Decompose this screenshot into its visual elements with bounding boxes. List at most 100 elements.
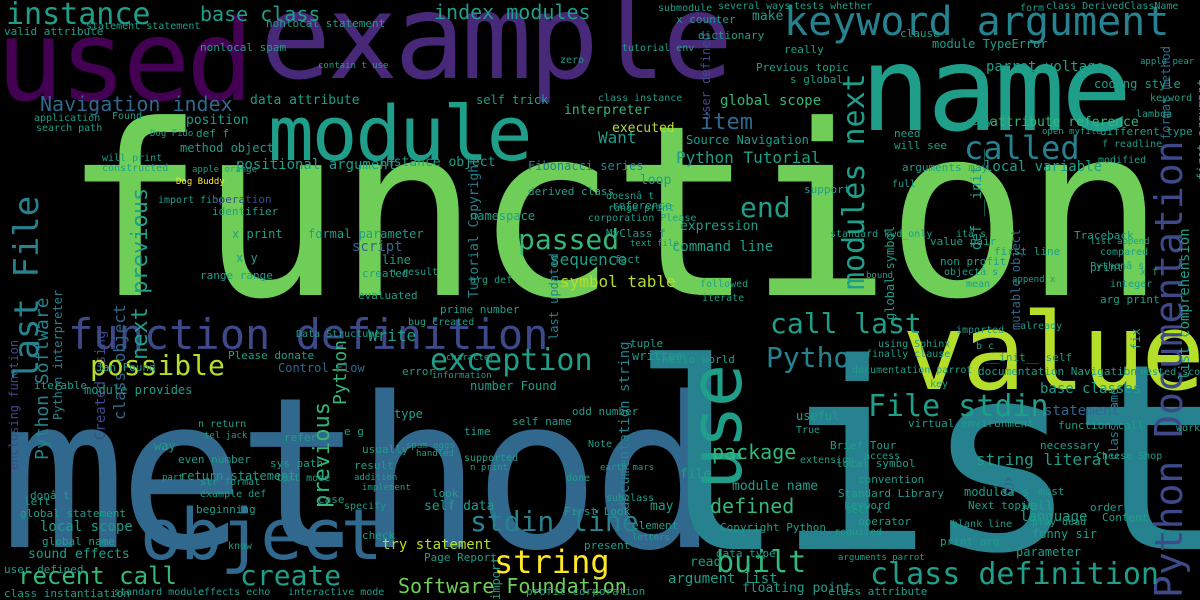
- word-modules-next: modules next: [837, 73, 872, 290]
- word-global-statement: global statement: [20, 507, 126, 520]
- word-case: case: [318, 493, 345, 506]
- word-must: must: [1038, 485, 1065, 498]
- word-type: type: [394, 407, 423, 421]
- word-range-print: range print: [608, 203, 675, 214]
- word-prime-number: prime number: [440, 303, 520, 316]
- word-character: character: [446, 353, 495, 363]
- word-modified: modified: [1098, 155, 1147, 166]
- word-content: Content: [1102, 511, 1149, 524]
- word-local-scope: local scope: [40, 519, 133, 535]
- word-base-classes: base classes: [1040, 381, 1142, 397]
- word-text-file: text file: [630, 239, 679, 249]
- word-return-statement: return statement: [180, 469, 296, 483]
- word-called: called: [964, 129, 1080, 167]
- word-several-ways: several ways: [718, 1, 791, 12]
- word-built: built: [716, 545, 807, 580]
- word-interpreter: interpreter: [564, 103, 651, 118]
- word-parameter: parameter: [1016, 545, 1082, 559]
- word-list-append: list append: [1090, 237, 1150, 247]
- word-string: string: [494, 543, 610, 581]
- word-sys-path: sys path: [270, 457, 323, 470]
- word-arguments-parrot: arguments parrot: [838, 553, 925, 563]
- word-command-line: command line: [672, 239, 774, 255]
- word-executed: executed: [612, 121, 675, 136]
- word-earth-mars: earth mars: [600, 463, 655, 473]
- word-error: error: [402, 365, 436, 378]
- word-method-object: method object: [180, 141, 274, 155]
- word-defined: defined: [710, 494, 795, 518]
- word-line: line: [382, 253, 411, 267]
- word-tel-jack: tel jack: [204, 431, 248, 441]
- word-a-hat: â: [1002, 476, 1016, 501]
- word-convention: convention: [858, 473, 925, 486]
- word-information: information: [432, 371, 492, 381]
- word-call-last: call last: [770, 307, 922, 340]
- word-range-range: range range: [200, 269, 273, 282]
- word-try-statement: try statement: [382, 537, 492, 553]
- word-support: support: [804, 183, 851, 196]
- word-will-see: will see: [894, 139, 947, 152]
- word-submodule: submodule: [658, 3, 713, 14]
- word-arg-def: arg def: [470, 275, 513, 286]
- word-attribute-reference: attribute reference: [990, 115, 1139, 130]
- word-bound: bound: [866, 271, 894, 281]
- word-tests-whether: tests whether: [794, 1, 873, 12]
- word-access: access: [864, 451, 901, 462]
- word-tutorial-env: tutorial env: [622, 43, 695, 54]
- word-documentation-parrot: documentation parrot: [852, 365, 973, 376]
- word-data-attribute: data attribute: [250, 93, 360, 108]
- word-know: know: [228, 541, 253, 552]
- word-make: make: [752, 9, 784, 24]
- word-valid-attribute: valid attribute: [4, 25, 104, 38]
- word-python-tutorial: Python Tutorial: [676, 148, 821, 167]
- word-cheese-shop: Cheese Shop: [1096, 451, 1163, 462]
- word-function-definition: function definition: [68, 310, 549, 359]
- word-symbol-table: symbol table: [560, 272, 676, 291]
- word-spam-eggs: spam eggs: [406, 441, 455, 451]
- word-easy: easy: [966, 115, 993, 128]
- word-identifier: identifier: [212, 205, 279, 218]
- word-next-topic: Next topic: [968, 499, 1035, 512]
- word-handled: handled: [416, 449, 454, 459]
- word-full: full: [892, 179, 917, 190]
- word-user-statement: user defined: [699, 33, 713, 120]
- word-supported: supported: [464, 453, 519, 464]
- word-really: really: [784, 43, 824, 56]
- word-addition: addition: [354, 473, 398, 483]
- word-class-instantiation: class instantiation: [4, 587, 130, 600]
- word-python-interpreter: Python interpreter: [51, 289, 65, 420]
- word-example-def: example def: [200, 489, 267, 500]
- word-argument-list: argument list: [668, 571, 778, 587]
- word-end: end: [740, 191, 791, 224]
- word-compared: compared: [1100, 247, 1149, 258]
- word-interactive-mode: interactive mode: [288, 587, 385, 598]
- word-need: need: [894, 127, 921, 140]
- word-key: key: [930, 379, 949, 390]
- word-python: Python: [766, 341, 868, 374]
- word-n-print: n print: [470, 463, 508, 473]
- word-software-foundation: Software Foundation: [398, 574, 627, 598]
- word-function: function: [62, 75, 1166, 352]
- word-subclass: subclass: [606, 493, 655, 504]
- word-followed: followed: [700, 279, 749, 290]
- word-x-counter: x counter: [676, 13, 736, 26]
- word-instance: instance: [6, 0, 151, 32]
- word-package: package: [712, 440, 797, 464]
- word-script: script: [352, 239, 403, 255]
- word-left: left: [24, 495, 51, 508]
- word-note: Note: [588, 439, 613, 450]
- word-arg-print: arg print: [1100, 293, 1160, 306]
- word-dog-buddy: Dog Buddy: [176, 177, 225, 187]
- word-nested-scope: nested scope: [1140, 367, 1200, 378]
- word-derived-class: derived class: [528, 185, 615, 198]
- word-example: example: [260, 0, 733, 106]
- word-expression: expression: [680, 219, 759, 234]
- word-dog-fido: Dog Fido: [150, 129, 194, 139]
- word-class-derivedclassname: class DerivedClassName: [1046, 1, 1179, 12]
- word-clause: clause: [900, 27, 940, 40]
- word-b-c: b c: [976, 341, 995, 352]
- word-tuple: tuple: [630, 337, 664, 350]
- word-required: required: [834, 527, 883, 538]
- word-class-definition: class definition: [870, 557, 1159, 592]
